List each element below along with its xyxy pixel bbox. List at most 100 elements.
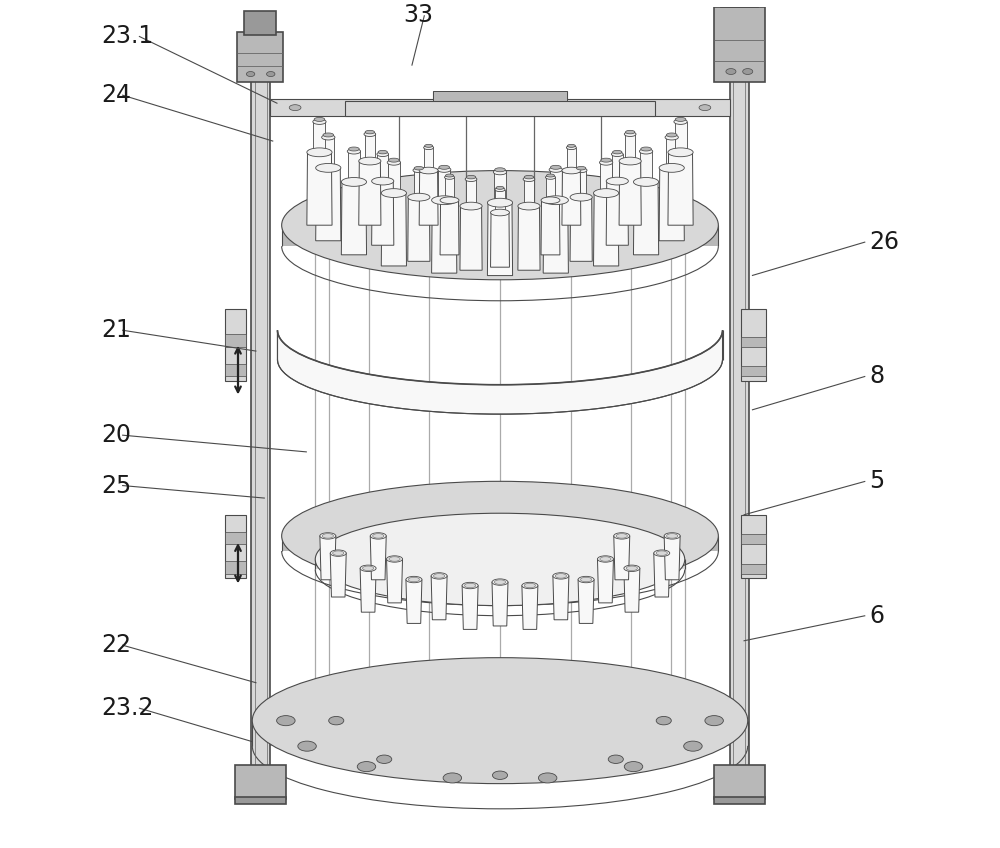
Ellipse shape <box>726 69 736 75</box>
Bar <box>225 561 246 574</box>
Ellipse shape <box>487 198 513 207</box>
Ellipse shape <box>425 144 433 148</box>
Polygon shape <box>550 170 562 200</box>
Polygon shape <box>431 576 447 620</box>
Ellipse shape <box>359 157 381 165</box>
Ellipse shape <box>684 741 702 751</box>
Ellipse shape <box>381 188 406 198</box>
Polygon shape <box>491 213 509 267</box>
Polygon shape <box>562 170 581 226</box>
Ellipse shape <box>357 762 376 772</box>
Ellipse shape <box>545 176 555 179</box>
Ellipse shape <box>675 117 686 121</box>
Ellipse shape <box>495 187 505 192</box>
Ellipse shape <box>465 583 476 588</box>
Ellipse shape <box>282 170 718 280</box>
Bar <box>714 7 765 82</box>
Ellipse shape <box>267 71 275 76</box>
Ellipse shape <box>387 159 401 165</box>
Polygon shape <box>600 163 612 193</box>
Text: 23.2: 23.2 <box>101 696 153 720</box>
Bar <box>225 334 246 347</box>
Bar <box>714 765 765 799</box>
Ellipse shape <box>323 133 334 137</box>
Ellipse shape <box>666 133 677 137</box>
Ellipse shape <box>372 177 394 185</box>
Bar <box>741 515 766 577</box>
Ellipse shape <box>347 148 361 154</box>
Polygon shape <box>666 137 678 168</box>
Bar <box>237 32 283 82</box>
Polygon shape <box>619 161 641 226</box>
Bar <box>345 101 655 116</box>
Ellipse shape <box>578 577 594 583</box>
Text: 33: 33 <box>403 3 433 27</box>
Polygon shape <box>597 559 613 603</box>
Bar <box>741 534 766 544</box>
Bar <box>741 564 766 574</box>
Polygon shape <box>541 200 560 255</box>
Polygon shape <box>664 536 680 580</box>
Ellipse shape <box>562 167 581 174</box>
Ellipse shape <box>364 131 376 137</box>
Text: 21: 21 <box>101 318 131 342</box>
Ellipse shape <box>567 144 575 148</box>
Polygon shape <box>614 536 630 580</box>
Ellipse shape <box>496 187 504 189</box>
Polygon shape <box>440 200 459 255</box>
Ellipse shape <box>656 717 671 725</box>
Text: 23.1: 23.1 <box>101 25 153 48</box>
Bar <box>433 91 567 101</box>
Ellipse shape <box>541 197 560 204</box>
Polygon shape <box>359 161 381 226</box>
Polygon shape <box>414 170 424 198</box>
Ellipse shape <box>543 196 568 204</box>
Ellipse shape <box>546 174 554 177</box>
Ellipse shape <box>277 716 295 726</box>
Ellipse shape <box>580 577 592 582</box>
Polygon shape <box>445 177 454 200</box>
Ellipse shape <box>322 533 333 538</box>
Ellipse shape <box>599 159 613 165</box>
Polygon shape <box>348 151 360 182</box>
Bar <box>235 797 286 804</box>
Bar <box>270 99 730 116</box>
Polygon shape <box>492 582 508 626</box>
Polygon shape <box>406 579 422 623</box>
Ellipse shape <box>408 193 430 201</box>
Ellipse shape <box>432 196 457 204</box>
Polygon shape <box>659 168 684 241</box>
Ellipse shape <box>624 565 640 572</box>
Ellipse shape <box>626 566 637 571</box>
Ellipse shape <box>674 119 687 125</box>
Ellipse shape <box>491 209 509 216</box>
Ellipse shape <box>705 716 723 726</box>
Polygon shape <box>462 585 478 629</box>
Ellipse shape <box>453 104 465 110</box>
Ellipse shape <box>371 104 383 110</box>
Ellipse shape <box>492 579 508 585</box>
Ellipse shape <box>668 148 693 157</box>
Ellipse shape <box>373 533 384 538</box>
Bar <box>251 78 270 767</box>
Bar <box>244 11 276 35</box>
Ellipse shape <box>413 168 425 173</box>
Ellipse shape <box>466 176 476 179</box>
Ellipse shape <box>289 104 301 110</box>
Ellipse shape <box>617 104 629 110</box>
Ellipse shape <box>378 150 387 153</box>
Ellipse shape <box>611 152 623 157</box>
Polygon shape <box>594 193 619 266</box>
Bar <box>741 337 766 347</box>
Ellipse shape <box>535 104 547 110</box>
Polygon shape <box>360 568 376 612</box>
Ellipse shape <box>522 583 538 589</box>
Text: 22: 22 <box>101 633 131 657</box>
Polygon shape <box>372 181 394 245</box>
Polygon shape <box>307 153 332 226</box>
Ellipse shape <box>550 165 561 170</box>
Ellipse shape <box>440 197 459 204</box>
Ellipse shape <box>298 741 316 751</box>
Polygon shape <box>330 553 346 597</box>
Ellipse shape <box>743 69 753 75</box>
